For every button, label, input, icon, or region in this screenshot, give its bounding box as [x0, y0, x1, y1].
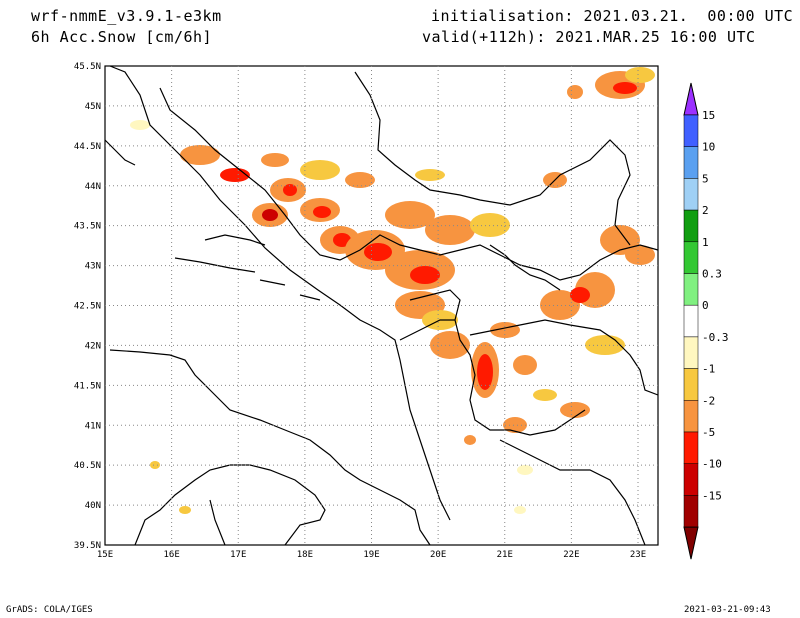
colorbar-label: 0: [702, 299, 709, 312]
lon-tick-label: 20E: [430, 550, 446, 560]
field-title: 6h Acc.Snow [cm/6h]: [31, 28, 213, 46]
colorbar-label: -15: [702, 489, 722, 502]
colorbar-label: 2: [702, 204, 709, 217]
footer-timestamp: 2021-03-21-09:43: [684, 605, 771, 615]
colorbar-segment: [683, 495, 699, 528]
colorbar-segment: [683, 400, 699, 433]
lat-tick-label: 39.5N: [74, 541, 101, 551]
lon-tick-labels: 15E 16E 17E 18E 19E 20E 21E 22E 23E: [97, 550, 646, 560]
colorbar-segment: [683, 463, 699, 496]
colorbar-segment: [683, 368, 699, 401]
colorbar-label: -2: [702, 394, 715, 407]
lat-tick-label: 41.5N: [74, 381, 101, 391]
colorbar-top-arrow: [683, 82, 699, 116]
lat-tick-labels: 39.5N 40N 40.5N 41N 41.5N 42N 42.5N 43N 43.5N 44N…: [74, 62, 101, 551]
lat-tick-label: 42N: [85, 341, 101, 351]
colorbar-label: 0.3: [702, 268, 722, 281]
footer-credit: GrADS: COLA/IGES: [6, 605, 93, 615]
gridlines: [105, 66, 658, 545]
model-title: wrf-nmmE_v3.9.1-e3km: [31, 7, 222, 25]
colorbar-label: 5: [702, 172, 709, 185]
colorbar-label: 1: [702, 236, 709, 249]
colorbar-label: -5: [702, 426, 715, 439]
init-time: initialisation: 2021.03.21. 00:00 UTC: [431, 7, 794, 25]
lat-tick-label: 42.5N: [74, 302, 101, 312]
colorbar-bottom-arrow: [683, 526, 699, 560]
colorbar-segment: [683, 304, 699, 338]
colorbar-segment: [683, 114, 699, 147]
snow-field: [130, 67, 655, 514]
lat-tick-label: 45N: [85, 102, 101, 112]
lon-tick-label: 17E: [230, 550, 246, 560]
colorbar-segment: [683, 146, 699, 179]
colorbar-segment: [683, 241, 699, 274]
colorbar-segment: [683, 209, 699, 243]
lat-tick-label: 43N: [85, 262, 101, 272]
valid-time: valid(+112h): 2021.MAR.25 16:00 UTC: [422, 28, 756, 46]
colorbar-label: 15: [702, 109, 715, 122]
colorbar: 15 10 5 2 1 0.3 0 -0.3 -1 -2 -5 -10 -15: [683, 82, 729, 560]
lon-tick-label: 18E: [297, 550, 313, 560]
lat-tick-label: 43.5N: [74, 222, 101, 232]
lon-tick-label: 21E: [497, 550, 513, 560]
colorbar-segment: [683, 336, 699, 369]
lat-tick-label: 40.5N: [74, 461, 101, 471]
lat-tick-label: 41N: [85, 421, 101, 431]
lon-tick-label: 19E: [363, 550, 379, 560]
lon-tick-label: 16E: [163, 550, 179, 560]
lat-tick-label: 44.5N: [74, 142, 101, 152]
colorbar-segment: [683, 273, 699, 306]
colorbar-segment: [683, 178, 699, 211]
colorbar-label: -1: [702, 363, 715, 376]
lat-tick-label: 44N: [85, 182, 101, 192]
lon-tick-label: 22E: [563, 550, 579, 560]
colorbar-label: -0.3: [702, 331, 729, 344]
colorbar-label: 10: [702, 141, 715, 154]
lon-tick-label: 23E: [630, 550, 646, 560]
lon-tick-label: 15E: [97, 550, 113, 560]
lat-tick-label: 40N: [85, 501, 101, 511]
lat-tick-label: 45.5N: [74, 62, 101, 72]
colorbar-segment: [683, 431, 699, 464]
colorbar-label: -10: [702, 458, 722, 471]
